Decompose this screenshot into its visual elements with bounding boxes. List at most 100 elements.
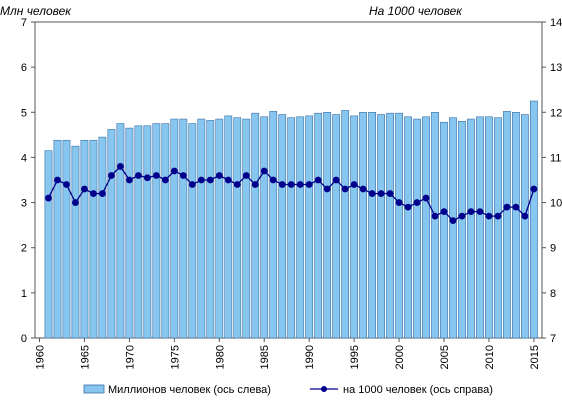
point-1982 bbox=[233, 181, 241, 188]
point-1988 bbox=[287, 181, 295, 188]
bar-2001 bbox=[404, 116, 412, 339]
point-1976 bbox=[179, 172, 187, 179]
point-1986 bbox=[269, 176, 277, 184]
legend-bar-label: Миллионов человек (ось слева) bbox=[108, 384, 271, 396]
point-2012 bbox=[503, 203, 511, 211]
bar-1978 bbox=[197, 118, 206, 339]
point-2005 bbox=[440, 208, 448, 216]
point-1983 bbox=[242, 172, 250, 179]
point-1981 bbox=[224, 176, 232, 184]
point-1989 bbox=[296, 181, 304, 188]
left-axis: 0 1 2 3 4 5 6 7 bbox=[21, 17, 35, 345]
bar-1999 bbox=[386, 112, 394, 339]
left-tick-label: 7 bbox=[21, 17, 27, 29]
x-axis: 1960 1965 1970 1975 1980 1985 1990 1995 2000 2005… bbox=[34, 338, 541, 369]
left-tick-label: 5 bbox=[21, 107, 27, 119]
bar-1989 bbox=[296, 116, 305, 339]
x-tick-label: 1975 bbox=[169, 345, 181, 369]
right-axis: 7 8 9 10 11 12 13 14 bbox=[542, 17, 562, 345]
bar-1998 bbox=[377, 114, 385, 339]
left-tick-label: 0 bbox=[21, 333, 27, 345]
left-tick-label: 2 bbox=[21, 243, 27, 255]
right-tick-label: 9 bbox=[550, 243, 556, 255]
bar-2000 bbox=[395, 112, 403, 339]
point-1970 bbox=[125, 176, 133, 184]
right-tick-label: 13 bbox=[550, 62, 562, 74]
point-1978 bbox=[197, 176, 205, 184]
point-1994 bbox=[341, 185, 349, 193]
bar-1975 bbox=[170, 118, 179, 339]
bar-1973 bbox=[152, 123, 161, 339]
point-1979 bbox=[206, 176, 214, 184]
x-tick-label: 1985 bbox=[259, 345, 271, 369]
bar-1965 bbox=[80, 139, 89, 339]
right-tick-label: 12 bbox=[550, 107, 562, 119]
bar-1979 bbox=[206, 120, 215, 339]
bar-2008 bbox=[467, 118, 475, 339]
point-2013 bbox=[512, 203, 520, 211]
point-2011 bbox=[494, 212, 502, 220]
point-1968 bbox=[108, 172, 115, 179]
bar-1996 bbox=[359, 111, 368, 339]
bar-2009 bbox=[476, 116, 484, 339]
bar-2003 bbox=[422, 116, 430, 339]
bar-1988 bbox=[287, 117, 296, 339]
bar-1984 bbox=[251, 112, 260, 339]
bar-1990 bbox=[305, 115, 314, 339]
x-tick-label: 2015 bbox=[529, 345, 541, 369]
bar-1985 bbox=[260, 116, 269, 339]
point-1974 bbox=[161, 176, 169, 184]
bar-1972 bbox=[143, 125, 152, 339]
right-tick-label: 11 bbox=[550, 152, 561, 164]
right-axis-unit: На 1000 человек bbox=[369, 4, 463, 18]
point-2001 bbox=[404, 203, 412, 211]
bar-1970 bbox=[125, 127, 134, 339]
bar-1961 bbox=[44, 150, 53, 339]
bar-1981 bbox=[224, 115, 233, 339]
point-1963 bbox=[63, 181, 70, 188]
point-1967 bbox=[99, 190, 106, 197]
bar-1980 bbox=[215, 118, 224, 339]
legend-bar-swatch bbox=[83, 384, 105, 394]
point-2009 bbox=[476, 208, 484, 216]
point-1969 bbox=[117, 163, 124, 170]
bar-2006 bbox=[449, 117, 457, 339]
line-series bbox=[45, 163, 538, 225]
bar-1962 bbox=[53, 139, 62, 339]
bar-1997 bbox=[368, 111, 377, 339]
left-tick-label: 4 bbox=[21, 152, 27, 164]
bar-1994 bbox=[341, 110, 350, 339]
point-1962 bbox=[54, 176, 61, 184]
bar-2011 bbox=[494, 117, 502, 339]
bar-2010 bbox=[485, 116, 493, 339]
x-tick-label: 1990 bbox=[304, 345, 316, 369]
bar-2004 bbox=[431, 111, 439, 339]
bar-1982 bbox=[233, 117, 242, 339]
legend: Миллионов человек (ось слева) на 1000 че… bbox=[83, 384, 493, 396]
point-1965 bbox=[81, 185, 88, 193]
point-2015 bbox=[530, 185, 538, 193]
bar-1995 bbox=[350, 115, 359, 339]
bar-1968 bbox=[107, 129, 116, 339]
bar-1986 bbox=[269, 111, 278, 339]
left-axis-unit: Млн человек bbox=[0, 4, 72, 18]
bar-2002 bbox=[413, 118, 421, 339]
point-1993 bbox=[332, 176, 340, 184]
bar-series bbox=[44, 100, 538, 339]
bar-1976 bbox=[179, 118, 188, 339]
left-tick-label: 1 bbox=[21, 288, 27, 300]
point-2006 bbox=[449, 217, 457, 225]
bar-1991 bbox=[314, 112, 323, 339]
point-1980 bbox=[215, 172, 223, 179]
point-2007 bbox=[458, 212, 466, 220]
x-tick-label: 2005 bbox=[439, 345, 451, 369]
right-tick-label: 14 bbox=[550, 17, 562, 29]
bar-2013 bbox=[512, 111, 520, 339]
point-1996 bbox=[359, 185, 367, 193]
legend-line-label: на 1000 человек (ось справа) bbox=[343, 384, 493, 396]
bar-1987 bbox=[278, 114, 287, 339]
point-1990 bbox=[305, 181, 313, 188]
bar-1974 bbox=[161, 123, 170, 339]
point-2003 bbox=[422, 194, 430, 202]
